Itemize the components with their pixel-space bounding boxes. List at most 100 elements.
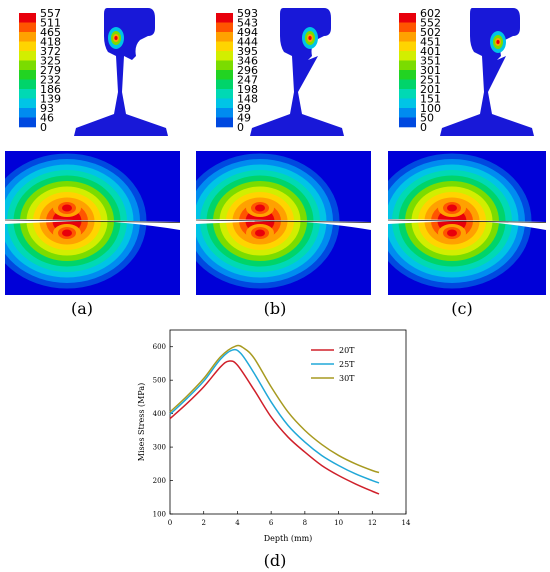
contour-hotspot	[447, 229, 457, 237]
legend-value: 100	[420, 102, 441, 115]
contour-zoom-b	[196, 151, 371, 295]
legend-swatch	[399, 70, 416, 80]
legend-value: 296	[237, 64, 258, 77]
legend-value: 552	[420, 17, 441, 30]
x-tick-label: 8	[303, 519, 307, 527]
contour-hotspot	[255, 204, 265, 212]
legend-swatch	[19, 60, 36, 71]
legend-label-25t: 25T	[339, 360, 355, 369]
legend-value: 247	[237, 74, 258, 87]
chart-legend: 20T 25T 30T	[311, 346, 355, 383]
legend-swatch	[19, 51, 36, 61]
contact-line	[5, 219, 180, 223]
plot-frame	[169, 329, 407, 515]
x-axis-label: Depth (mm)	[264, 534, 313, 543]
legend-value: 372	[40, 45, 61, 58]
panel-label-a: (a)	[71, 299, 93, 318]
y-tick-label: 500	[153, 377, 166, 385]
legend-value: 0	[420, 121, 427, 134]
y-tick-label: 400	[153, 410, 166, 418]
legend-value: 49	[237, 112, 251, 125]
y-ticks: 100 200 300 400 500 600	[153, 343, 173, 519]
rail-cross-section-a	[74, 8, 168, 136]
legend-swatch	[399, 51, 416, 61]
legend-swatch	[216, 22, 233, 33]
legend-value: 444	[237, 36, 258, 49]
contour-hotspot	[447, 204, 457, 212]
legend-value: 151	[420, 93, 441, 106]
x-tick-label: 0	[168, 519, 172, 527]
contour-hotspot	[255, 229, 265, 237]
panel-label-d: (d)	[264, 551, 287, 570]
legend-swatch	[216, 98, 233, 109]
legend-value: 198	[237, 83, 258, 96]
legend-swatch	[216, 51, 233, 61]
x-tick-label: 10	[334, 519, 343, 527]
legend-swatch	[399, 98, 416, 109]
legend-value: 557	[40, 7, 61, 20]
contour-hotspot	[62, 204, 72, 212]
rail-cross-section-b	[250, 8, 344, 136]
legend-swatch	[19, 22, 36, 33]
legend-swatch	[216, 70, 233, 80]
legend-swatch	[19, 13, 36, 23]
legend-swatch	[399, 117, 416, 128]
legend-label-20t: 20T	[339, 346, 355, 355]
legend-value: 148	[237, 93, 258, 106]
legend-swatch	[399, 13, 416, 23]
legend-value: 494	[237, 26, 258, 39]
contour-hotspot	[62, 229, 72, 237]
legend-swatch	[19, 89, 36, 99]
legend-value: 201	[420, 83, 441, 96]
contact-line	[388, 219, 546, 223]
panel-label-b: (b)	[264, 299, 287, 318]
legend-swatch	[216, 108, 233, 118]
legend-swatch	[19, 70, 36, 80]
legend-value: 0	[237, 121, 244, 134]
legend-swatch	[399, 41, 416, 52]
x-tick-label: 4	[235, 519, 240, 527]
legend-value: 232	[40, 74, 61, 87]
legend-swatch	[399, 108, 416, 118]
legend-swatch	[19, 41, 36, 52]
legend-value: 502	[420, 26, 441, 39]
legend-value: 325	[40, 55, 61, 68]
legend-swatch	[216, 117, 233, 128]
legend-swatch	[399, 22, 416, 33]
legend-value: 351	[420, 55, 441, 68]
y-tick-label: 100	[153, 511, 166, 519]
series-line-20t	[169, 360, 380, 495]
x-tick-label: 12	[368, 519, 377, 527]
legend-swatch	[19, 108, 36, 118]
y-tick-label: 300	[153, 444, 166, 452]
x-tick-label: 6	[269, 519, 274, 527]
legend-swatch	[216, 13, 233, 23]
legend-swatch	[399, 60, 416, 71]
legend-swatch	[399, 32, 416, 42]
rail-cross-section-c	[440, 8, 534, 136]
stress-depth-chart: 0 2 4 6 8 10 12 14 100 200 300 400 500 600 20T 25T 30T…	[137, 329, 411, 543]
legend-value: 346	[237, 55, 258, 68]
legend-swatch	[216, 32, 233, 42]
x-tick-label: 2	[201, 519, 205, 527]
legend-value: 251	[420, 74, 441, 87]
legend-swatch	[19, 32, 36, 42]
legend-swatch	[399, 89, 416, 99]
x-tick-label: 14	[402, 519, 411, 527]
legend-value: 395	[237, 45, 258, 58]
series-line-25t	[169, 348, 380, 484]
legend-value: 593	[237, 7, 258, 20]
legend-value: 301	[420, 64, 441, 77]
contour-zoom-c	[388, 151, 546, 295]
legend-value: 50	[420, 112, 434, 125]
legend-value: 93	[40, 102, 54, 115]
legend-value: 602	[420, 7, 441, 20]
legend-swatch	[216, 89, 233, 99]
legend-value: 186	[40, 83, 61, 96]
x-ticks: 0 2 4 6 8 10 12 14	[168, 511, 411, 527]
